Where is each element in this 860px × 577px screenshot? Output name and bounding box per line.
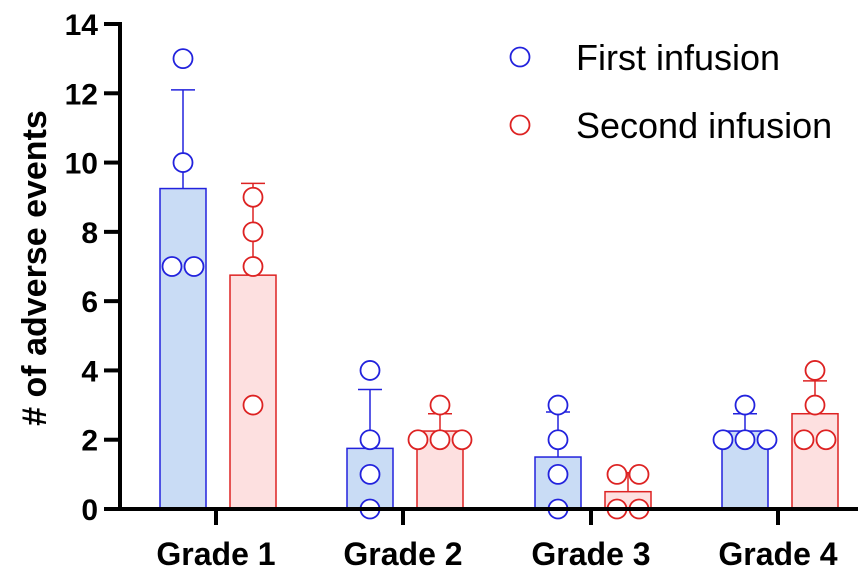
data-point <box>242 186 264 208</box>
y-tick-label: 0 <box>81 494 98 527</box>
bar <box>229 274 277 510</box>
y-tick-label: 4 <box>81 355 98 388</box>
legend: First infusion Second infusion <box>509 37 832 146</box>
data-point <box>606 463 628 485</box>
bar <box>159 187 207 510</box>
data-point <box>734 394 756 416</box>
data-point <box>407 429 429 451</box>
legend-marker <box>509 46 531 68</box>
data-point <box>172 48 194 70</box>
y-tick-label: 6 <box>81 286 98 319</box>
data-point <box>712 429 734 451</box>
data-point <box>359 463 381 485</box>
data-point <box>359 360 381 381</box>
data-point <box>359 429 381 451</box>
y-ticks-layer: 0 2 4 6 8 10 12 14 <box>65 9 120 527</box>
data-point <box>429 429 451 451</box>
data-point <box>242 256 264 277</box>
data-point <box>793 429 815 451</box>
data-point <box>172 152 194 173</box>
legend-label: Second infusion <box>576 105 832 146</box>
y-tick-label: 2 <box>81 425 98 458</box>
y-tick-label: 10 <box>65 148 98 181</box>
x-category-label: Grade 1 <box>156 536 275 572</box>
data-point <box>451 429 473 451</box>
data-point <box>161 256 183 277</box>
data-point <box>183 256 205 277</box>
data-point <box>628 463 650 485</box>
legend-label: First infusion <box>576 37 780 78</box>
bar <box>791 412 839 510</box>
data-point <box>804 394 826 416</box>
x-category-label: Grade 3 <box>531 536 650 572</box>
data-point <box>804 360 826 381</box>
data-point <box>756 429 778 451</box>
axes-layer <box>118 22 858 511</box>
data-point <box>547 463 569 485</box>
y-tick-label: 12 <box>65 78 98 111</box>
data-point <box>429 394 451 416</box>
x-category-label: Grade 4 <box>718 536 837 572</box>
x-ticks-layer: Grade 1 Grade 2 Grade 3 Grade 4 <box>156 509 838 572</box>
y-tick-label: 14 <box>65 9 99 42</box>
legend-marker <box>509 114 531 136</box>
data-point <box>242 394 264 416</box>
y-tick-label: 8 <box>81 217 98 250</box>
data-point <box>547 429 569 451</box>
data-point <box>547 394 569 416</box>
data-point <box>242 221 264 243</box>
x-category-label: Grade 2 <box>343 536 462 572</box>
data-point <box>734 429 756 451</box>
y-axis-title: # of adverse events <box>16 110 54 426</box>
data-point <box>815 429 837 451</box>
data-points-layer <box>161 48 837 520</box>
